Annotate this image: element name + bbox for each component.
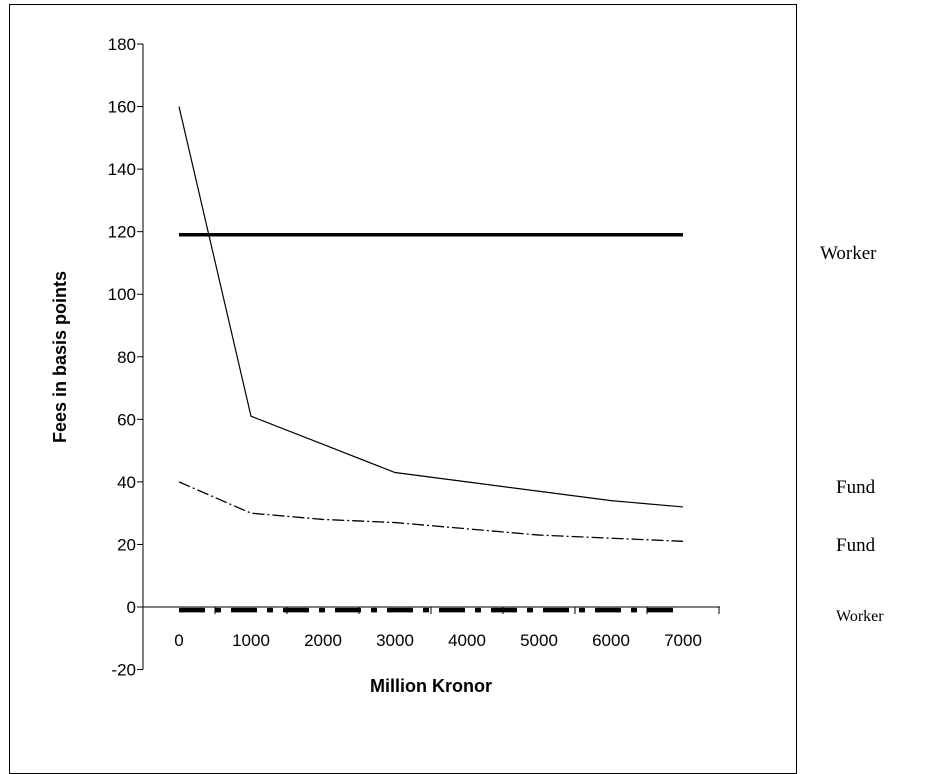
side-label-worker-top: Worker xyxy=(820,243,877,264)
y-tick-label: 100 xyxy=(108,285,136,304)
x-tick-label: 2000 xyxy=(304,631,342,650)
series-line-3 xyxy=(179,482,683,541)
y-tick-label: 140 xyxy=(108,160,136,179)
y-tick-label: 40 xyxy=(117,473,136,492)
x-tick-label: 0 xyxy=(174,631,183,650)
x-tick-label: 6000 xyxy=(592,631,630,650)
series-line-1 xyxy=(179,107,683,507)
y-axis-title: Fees in basis points xyxy=(50,271,70,443)
y-tick-label: -20 xyxy=(111,661,136,680)
y-tick-label: 80 xyxy=(117,348,136,367)
y-tick-label: 180 xyxy=(108,35,136,54)
series-layer xyxy=(179,107,683,611)
side-label-fund-1: Fund xyxy=(836,477,876,498)
y-tick-label: 0 xyxy=(127,598,136,617)
x-tick-label: 1000 xyxy=(232,631,270,650)
side-label-fund-2: Fund xyxy=(836,535,876,556)
y-tick-label: 20 xyxy=(117,535,136,554)
axes: -20 0 20 40 60 80 100 120 140 160 180 0 1000 2000 3000… xyxy=(108,35,720,680)
x-tick-label: 4000 xyxy=(448,631,486,650)
x-tick-label: 3000 xyxy=(376,631,414,650)
y-tick-label: 60 xyxy=(117,410,136,429)
x-tick-label: 7000 xyxy=(664,631,702,650)
x-tick-label: 5000 xyxy=(520,631,558,650)
y-tick-label: 160 xyxy=(108,98,136,117)
x-axis-title: Million Kronor xyxy=(370,676,492,696)
y-tick-label: 120 xyxy=(108,223,136,242)
side-label-worker-bottom: Worker xyxy=(836,608,884,625)
